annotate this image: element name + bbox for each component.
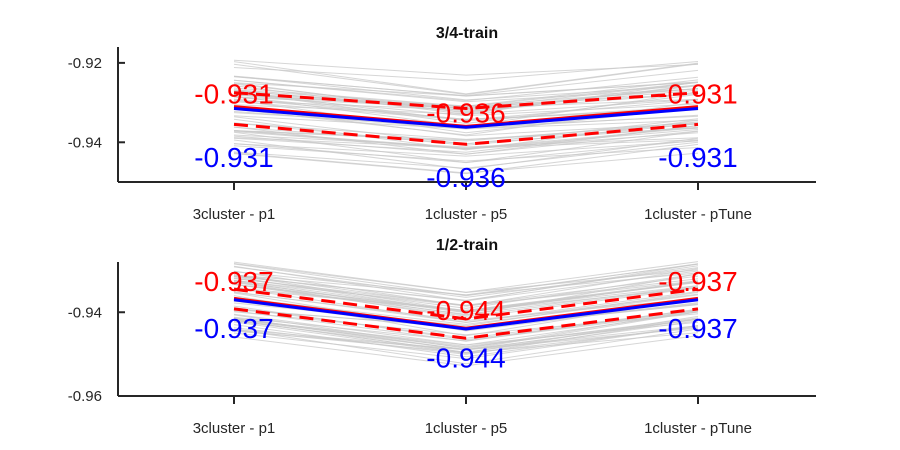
- background-line: [233, 134, 699, 148]
- series-line-lower-band-3: [233, 122, 699, 146]
- background-line: [233, 118, 699, 151]
- x-tick-label: 1cluster - p5: [425, 206, 508, 223]
- background-line: [233, 131, 699, 150]
- series-line-lower-band-3: [233, 307, 699, 340]
- background-line: [233, 273, 699, 309]
- background-line: [233, 82, 699, 114]
- background-line: [233, 76, 699, 102]
- x-tick-label: 1cluster - pTune: [644, 206, 752, 223]
- series-line-mean-1: [233, 107, 699, 129]
- background-line: [233, 272, 699, 296]
- background-line: [233, 94, 699, 117]
- data-label: -0.931: [658, 142, 737, 173]
- data-label: -0.937: [658, 313, 737, 344]
- background-line: [233, 328, 699, 365]
- data-label: -0.931: [194, 78, 273, 109]
- y-tick-label: -0.92: [68, 55, 102, 72]
- background-line: [233, 140, 699, 157]
- background-line: [233, 324, 699, 358]
- data-label: -0.944: [426, 295, 505, 326]
- background-line: [233, 285, 699, 312]
- data-label: -0.937: [194, 266, 273, 297]
- background-line: [233, 61, 699, 95]
- background-line: [233, 335, 699, 367]
- background-line: [233, 319, 699, 353]
- data-label: -0.944: [426, 342, 505, 373]
- x-tick-label: 1cluster - pTune: [644, 420, 752, 437]
- series-line-mean-1: [233, 298, 699, 331]
- background-line: [233, 79, 699, 107]
- background-line: [233, 91, 699, 125]
- data-label: -0.931: [658, 78, 737, 109]
- background-line: [233, 99, 699, 121]
- background-line: [233, 75, 699, 97]
- background-line: [233, 63, 699, 96]
- background-line: [233, 143, 699, 175]
- background-line: [233, 125, 699, 155]
- data-label: -0.936: [426, 162, 505, 193]
- series-line-upper-band-2: [233, 91, 699, 111]
- chart-panel-half-train: 1/2-train -0.94 -0.96 3cluster - p1 1cluster…: [68, 237, 816, 437]
- chart-panel-three-quarter-train: 3/4-train -0.92 -0.94 3cluster - p1 1cluster…: [68, 25, 816, 223]
- background-line: [233, 125, 699, 153]
- background-line: [233, 141, 699, 169]
- background-line: [233, 152, 699, 174]
- background-line: [233, 145, 699, 162]
- background-line: [233, 266, 699, 298]
- background-line: [233, 121, 699, 142]
- background-line: [233, 123, 699, 141]
- y-tick-label: -0.96: [68, 388, 102, 405]
- background-line: [233, 130, 699, 164]
- x-tick-label: 1cluster - p5: [425, 420, 508, 437]
- y-tick-label: -0.94: [68, 304, 102, 321]
- chart-title: 1/2-train: [436, 237, 498, 254]
- background-line: [233, 279, 699, 313]
- background-line: [233, 311, 699, 342]
- series-line-upper-band-2: [233, 287, 699, 321]
- background-line: [233, 291, 699, 322]
- background-line: [233, 325, 699, 360]
- chart-title: 3/4-train: [436, 25, 498, 42]
- background-line: [233, 325, 699, 351]
- y-tick-label: -0.94: [68, 134, 102, 151]
- data-label: -0.931: [194, 142, 273, 173]
- background-line: [233, 294, 699, 325]
- data-label: -0.937: [658, 266, 737, 297]
- x-tick-label: 3cluster - p1: [193, 206, 276, 223]
- background-line: [233, 270, 699, 302]
- x-tick-label: 3cluster - p1: [193, 420, 276, 437]
- data-label: -0.936: [426, 98, 505, 129]
- background-lines: [233, 261, 699, 367]
- background-line: [233, 75, 699, 101]
- background-line: [233, 309, 699, 349]
- data-label: -0.937: [194, 313, 273, 344]
- background-line: [233, 137, 699, 170]
